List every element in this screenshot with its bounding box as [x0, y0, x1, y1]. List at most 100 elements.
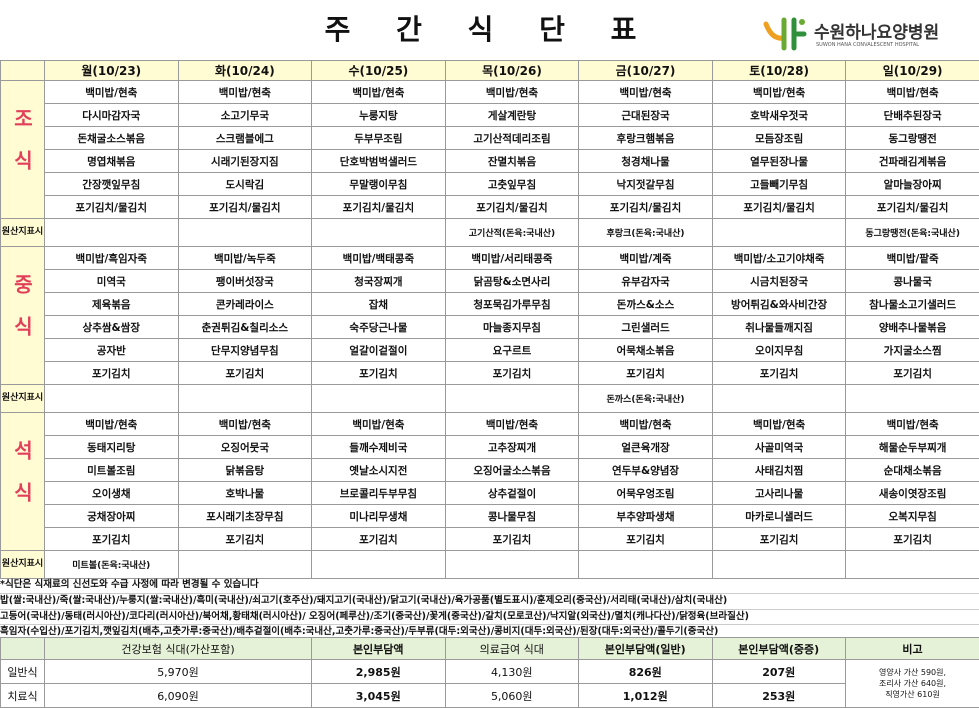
- origin-cell: [712, 551, 846, 579]
- menu-item: 부추양파생채: [579, 505, 713, 528]
- origin-label: 원산지표시: [1, 385, 45, 413]
- note-line: 흑임자(수입산)/포기김치,깻잎김치(배추,고춧가루:중국산)/배추겉절이(배추…: [0, 625, 979, 637]
- menu-item: 오이생채: [45, 482, 179, 505]
- menu-item: 명엽채볶음: [45, 150, 179, 173]
- menu-item: 공자반: [45, 339, 179, 362]
- menu-item: 포기김치: [846, 528, 979, 551]
- menu-item: 미역국: [45, 270, 179, 293]
- menu-item: 상추겉절이: [445, 482, 579, 505]
- menu-item: 백미밥/녹두죽: [178, 247, 312, 270]
- note-line: 고등어(국내산)/동태(러시아산)/코다리(러시아산)/북어채,황태채(러시아산…: [0, 610, 979, 626]
- menu-item: 알마늘장아찌: [846, 173, 979, 196]
- menu-item: 백미밥/현축: [712, 81, 846, 104]
- menu-item: 어묵채소볶음: [579, 339, 713, 362]
- meal-label: 석식: [1, 413, 45, 551]
- origin-cell: [312, 385, 446, 413]
- menu-item: 단호박범벅샐러드: [312, 150, 446, 173]
- menu-item: 궁채장아찌: [45, 505, 179, 528]
- menu-item: 포기김치: [45, 362, 179, 385]
- menu-item: 백미밥/현축: [312, 413, 446, 436]
- cost-row-label: 일반식: [1, 660, 45, 684]
- corner-cell: [1, 61, 45, 81]
- menu-item: 마늘종지무침: [445, 316, 579, 339]
- menu-item: 백미밥/백태콩죽: [312, 247, 446, 270]
- menu-item: 포기김치/물김치: [846, 196, 979, 219]
- menu-item: 청포묵김가루무침: [445, 293, 579, 316]
- menu-item: 간장깻잎무침: [45, 173, 179, 196]
- menu-item: 고사리나물: [712, 482, 846, 505]
- menu-item: 백미밥/현축: [445, 81, 579, 104]
- origin-cell: [178, 219, 312, 247]
- menu-item: 제육볶음: [45, 293, 179, 316]
- menu-item: 양배추나물볶음: [846, 316, 979, 339]
- menu-item: 포기김치/물김치: [445, 196, 579, 219]
- origin-cell: [178, 551, 312, 579]
- menu-item: 고추장찌개: [445, 436, 579, 459]
- menu-item: 옛날소시지전: [312, 459, 446, 482]
- menu-item: 고기산적데리조림: [445, 127, 579, 150]
- menu-item: 포기김치: [712, 528, 846, 551]
- remark-cell: 영양사 가산 590원,조리사 가산 640원,직영가산 610원: [846, 660, 979, 708]
- day-header: 목(10/26): [445, 61, 579, 81]
- cost-value: 5,060원: [445, 684, 579, 708]
- menu-item: 무말랭이무침: [312, 173, 446, 196]
- origin-cell: [45, 385, 179, 413]
- origin-cell: [312, 219, 446, 247]
- menu-item: 백미밥/흑임자죽: [45, 247, 179, 270]
- menu-item: 포기김치: [178, 362, 312, 385]
- remark-line: 영양사 가산 590원,: [846, 667, 979, 678]
- menu-item: 미나리무생채: [312, 505, 446, 528]
- menu-item: 어묵우엉조림: [579, 482, 713, 505]
- day-header: 수(10/25): [312, 61, 446, 81]
- menu-item: 다시마감자국: [45, 104, 179, 127]
- cost-value: 1,012원: [579, 684, 713, 708]
- menu-item: 돈까스&소스: [579, 293, 713, 316]
- menu-item: 해물순두부찌개: [846, 436, 979, 459]
- menu-item: 시래기된장지짐: [178, 150, 312, 173]
- menu-item: 누룽지탕: [312, 104, 446, 127]
- day-header: 월(10/23): [45, 61, 179, 81]
- menu-item: 춘권튀김&칠리소스: [178, 316, 312, 339]
- origin-cell: 후랑크(돈육:국내산): [579, 219, 713, 247]
- origin-cell: [846, 385, 979, 413]
- menu-item: 포기김치/물김치: [178, 196, 312, 219]
- day-header: 일(10/29): [846, 61, 979, 81]
- menu-item: 백미밥/소고기야채죽: [712, 247, 846, 270]
- cost-value: 826원: [579, 660, 713, 684]
- menu-item: 포기김치/물김치: [579, 196, 713, 219]
- menu-item: 백미밥/현축: [846, 81, 979, 104]
- menu-item: 포기김치: [312, 362, 446, 385]
- origin-cell: [846, 551, 979, 579]
- origin-cell: [45, 219, 179, 247]
- menu-item: 소고기무국: [178, 104, 312, 127]
- menu-item: 콩나물국: [846, 270, 979, 293]
- origin-cell: [445, 385, 579, 413]
- menu-item: 도시락김: [178, 173, 312, 196]
- day-header-row: 월(10/23)화(10/24)수(10/25)목(10/26)금(10/27)…: [1, 61, 979, 81]
- cost-header: 본인부담액: [312, 638, 446, 660]
- menu-item: 포기김치/물김치: [312, 196, 446, 219]
- menu-item: 잔멸치볶음: [445, 150, 579, 173]
- menu-item: 호박새우젓국: [712, 104, 846, 127]
- menu-item: 오복지무침: [846, 505, 979, 528]
- menu-item: 백미밥/팥죽: [846, 247, 979, 270]
- menu-item: 포기김치: [312, 528, 446, 551]
- menu-item: 숙주당근나물: [312, 316, 446, 339]
- cost-value: 253원: [712, 684, 846, 708]
- menu-item: 호박나물: [178, 482, 312, 505]
- menu-item: 새송이엿장조림: [846, 482, 979, 505]
- menu-item: 동태지리탕: [45, 436, 179, 459]
- menu-item: 콘카레라이스: [178, 293, 312, 316]
- menu-item: 동그랑땡전: [846, 127, 979, 150]
- menu-item: 근대된장국: [579, 104, 713, 127]
- note-line: 밥(쌀:국내산)/죽(쌀:국내산)/누룽지(쌀:국내산)/흑미(국내산)/쇠고기…: [0, 594, 979, 610]
